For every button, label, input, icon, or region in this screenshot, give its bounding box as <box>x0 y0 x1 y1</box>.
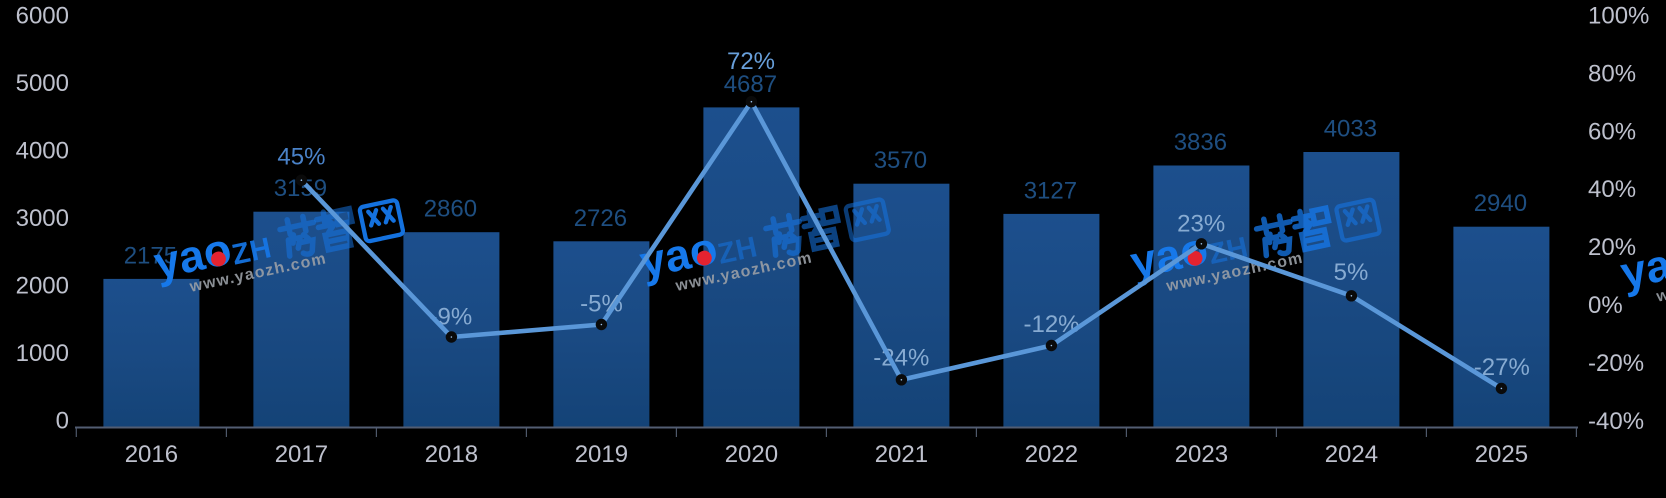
svg-text:1000: 1000 <box>16 340 69 367</box>
svg-text:2940: 2940 <box>1474 190 1527 217</box>
svg-text:2020: 2020 <box>725 441 778 468</box>
svg-text:2860: 2860 <box>424 196 477 223</box>
svg-text:2023: 2023 <box>1175 441 1228 468</box>
svg-text:3836: 3836 <box>1174 129 1227 156</box>
svg-text:80%: 80% <box>1588 60 1636 87</box>
svg-text:3570: 3570 <box>874 147 927 174</box>
svg-text:40%: 40% <box>1588 176 1636 203</box>
svg-text:2019: 2019 <box>575 441 628 468</box>
svg-text:3000: 3000 <box>16 205 69 232</box>
svg-text:4687: 4687 <box>724 71 777 98</box>
svg-text:2016: 2016 <box>125 441 178 468</box>
svg-text:72%: 72% <box>727 48 775 75</box>
svg-text:23%: 23% <box>1177 210 1225 237</box>
svg-text:-24%: -24% <box>873 344 929 371</box>
svg-text:6000: 6000 <box>16 3 69 30</box>
svg-text:2025: 2025 <box>1475 441 1528 468</box>
svg-text:5000: 5000 <box>16 70 69 97</box>
svg-text:0%: 0% <box>1588 292 1623 319</box>
svg-text:2022: 2022 <box>1025 441 1078 468</box>
svg-text:2017: 2017 <box>275 441 328 468</box>
svg-text:2024: 2024 <box>1325 441 1378 468</box>
svg-text:2726: 2726 <box>574 205 627 232</box>
svg-text:2021: 2021 <box>875 441 928 468</box>
svg-text:2000: 2000 <box>16 273 69 300</box>
svg-text:-20%: -20% <box>1588 350 1644 377</box>
svg-text:2018: 2018 <box>425 441 478 468</box>
svg-text:20%: 20% <box>1588 234 1636 261</box>
svg-text:100%: 100% <box>1588 3 1649 30</box>
svg-text:4000: 4000 <box>16 138 69 165</box>
svg-text:-40%: -40% <box>1588 408 1644 435</box>
svg-text:5%: 5% <box>1334 259 1369 286</box>
svg-text:60%: 60% <box>1588 118 1636 145</box>
svg-text:45%: 45% <box>277 144 325 171</box>
svg-text:2175: 2175 <box>124 242 177 269</box>
svg-text:4033: 4033 <box>1324 116 1377 143</box>
svg-text:3127: 3127 <box>1024 177 1077 204</box>
svg-text:0: 0 <box>56 408 69 435</box>
svg-text:-9%: -9% <box>430 304 473 331</box>
